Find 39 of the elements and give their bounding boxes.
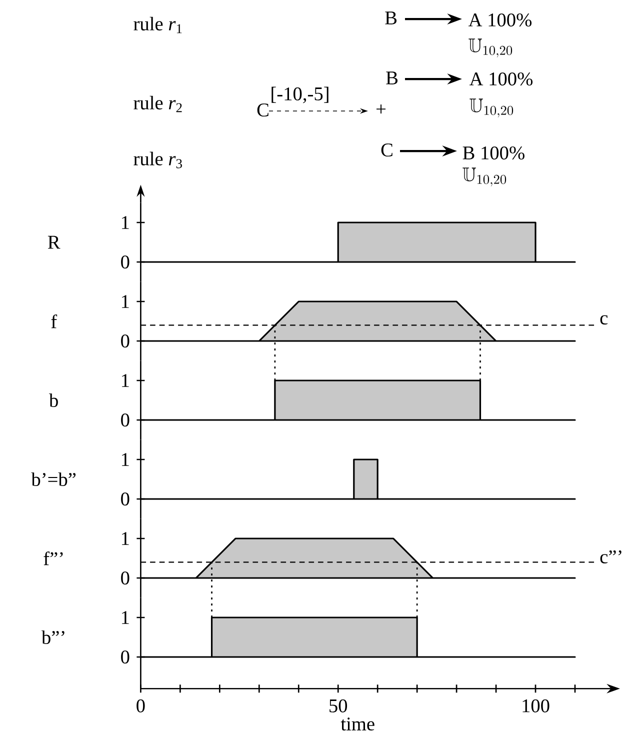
y-tick-label: 0	[121, 334, 130, 348]
y-tick-label: 1	[122, 295, 129, 308]
y-tick-label: 0	[121, 413, 130, 427]
text: rule r$_{3}$	[134, 152, 182, 168]
y-axis-title: b	[49, 393, 58, 408]
text: [-10,-5]	[272, 86, 328, 104]
y-axis-title: b”’	[41, 630, 64, 644]
x-axis-title: time	[340, 718, 374, 731]
text: rule r$_{1}$	[134, 16, 182, 34]
text: B	[385, 12, 397, 24]
text: A 100%	[469, 72, 533, 86]
x-tick-label: 0	[136, 699, 145, 712]
ref-line-label: c”’	[600, 550, 622, 564]
y-tick-label: 1	[122, 532, 129, 545]
y-tick-label: 0	[121, 571, 130, 585]
y-axis-title: R	[48, 236, 60, 249]
text: B	[386, 72, 398, 84]
y-tick-label: 1	[122, 611, 129, 624]
ref-line-label: c	[600, 315, 608, 325]
text: $\mathbb{U}_{10,20}$	[468, 38, 512, 58]
text: A 100%	[468, 13, 532, 27]
y-tick-label: 1	[122, 374, 129, 387]
x-tick-label: 100	[522, 699, 550, 712]
text: $\mathbb{U}_{10,20}$	[462, 168, 506, 186]
y-tick-label: 1	[122, 216, 129, 229]
text: C	[381, 144, 392, 156]
y-axis-title: b’=b”	[31, 472, 76, 486]
text: B 100%	[462, 146, 524, 160]
y-axis-title: f	[51, 314, 58, 328]
y-tick-label: 1	[122, 453, 129, 466]
text: C	[257, 104, 268, 116]
text: rule r$_{2}$	[134, 96, 182, 112]
y-axis-title: f”’	[44, 551, 63, 566]
text: $\mathbb{U}_{10,20}$	[470, 98, 514, 118]
x-tick-label: 50	[330, 699, 348, 712]
y-tick-label: 0	[121, 492, 130, 506]
text: +	[376, 104, 386, 114]
y-tick-label: 0	[121, 650, 130, 664]
y-tick-label: 0	[121, 255, 130, 269]
